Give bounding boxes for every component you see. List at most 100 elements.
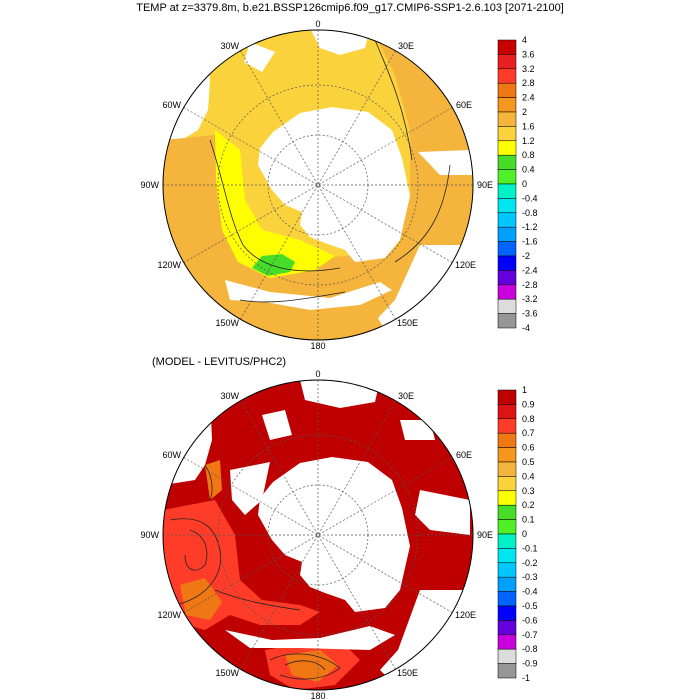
colorbar-tick-label: 1.6 <box>522 121 535 131</box>
bottom-lon-label-30w: 30W <box>220 391 239 401</box>
colorbar-box <box>497 461 517 477</box>
bottom-kerguelen-gap <box>262 410 292 440</box>
colorbar-box <box>497 389 517 405</box>
colorbar-box <box>497 154 517 170</box>
colorbar-tick-label: -0.7 <box>522 630 538 640</box>
colorbar-tick-label: 0.6 <box>522 443 535 453</box>
colorbar-tick-label: 4 <box>522 35 527 45</box>
colorbar-box <box>497 605 517 621</box>
colorbar-tick-label: -1.6 <box>522 237 538 247</box>
plot-subtitle: (MODEL - LEVITUS/PHC2) <box>152 356 287 368</box>
bottom-lon-label-30e: 30E <box>398 391 414 401</box>
bottom-indian-gap <box>415 490 470 535</box>
colorbar-tick-label: 1.2 <box>522 136 535 146</box>
colorbar-tick-label: 3.2 <box>522 64 535 74</box>
colorbar-tick-label: -2 <box>522 251 530 261</box>
colorbar-box <box>497 111 517 127</box>
colorbar-tick-label: 2.4 <box>522 93 535 103</box>
top-lon-label-30e: 30E <box>398 41 414 51</box>
colorbar-tick-label: -0.2 <box>522 558 538 568</box>
colorbar-tick-label: -3.6 <box>522 309 538 319</box>
colorbar-box <box>497 270 517 286</box>
top-contour-line <box>394 164 451 263</box>
bottom-lon-label-60e: 60E <box>456 450 472 460</box>
bottom-orange-patch <box>180 578 222 620</box>
top-green-patch <box>252 254 295 276</box>
top-lon-label-180: 180 <box>310 341 325 350</box>
colorbar-tick-label: 0.1 <box>522 515 535 525</box>
colorbar-tick-label: 0 <box>522 179 527 189</box>
colorbar-tick-label: -0.1 <box>522 543 538 553</box>
bottom-lon-label-150e: 150E <box>397 668 418 678</box>
bottom-lon-label-120e: 120E <box>455 610 476 620</box>
colorbar-box <box>497 490 517 506</box>
colorbar-box <box>497 226 517 242</box>
top-yellow-band <box>215 130 335 278</box>
colorbar-tick-label: -1.2 <box>522 222 538 232</box>
bottom-ross-gap <box>225 626 395 650</box>
colorbar-box <box>497 634 517 650</box>
colorbar-box <box>497 169 517 185</box>
colorbar-tick-label: -3.2 <box>522 294 538 304</box>
colorbar-box <box>497 418 517 434</box>
bottom-contour-line <box>204 464 213 501</box>
colorbar-tick-label: 0.4 <box>522 471 535 481</box>
colorbar-tick-label: 0.3 <box>522 486 535 496</box>
colorbar-tick-label: 0.4 <box>522 165 535 175</box>
colorbar-tick-label: -0.8 <box>522 644 538 654</box>
colorbar-box <box>497 140 517 156</box>
colorbar-box <box>497 620 517 636</box>
colorbar-box <box>497 198 517 214</box>
bottom-graticule <box>163 380 473 690</box>
bottom-contour-line <box>269 653 341 680</box>
colorbar-box <box>497 447 517 463</box>
colorbar-box <box>497 212 517 228</box>
colorbar-box <box>497 241 517 257</box>
colorbar-box <box>497 533 517 549</box>
bottom-polar-map-panel: 0 30E 60E 90E 120E 150E 180 150W 120W 90… <box>140 369 538 700</box>
colorbar-box <box>497 562 517 578</box>
colorbar-box <box>497 404 517 420</box>
colorbar-box <box>497 126 517 142</box>
colorbar-tick-label: -0.8 <box>522 208 538 218</box>
colorbar-box <box>497 39 517 55</box>
colorbar-box <box>497 476 517 492</box>
top-contour-line <box>239 291 346 303</box>
top-lon-label-120e: 120E <box>455 260 476 270</box>
top-lon-label-120w: 120W <box>157 260 181 270</box>
top-antarctica-land <box>258 107 410 262</box>
colorbar-box <box>497 54 517 70</box>
bottom-orange-patch <box>285 650 338 682</box>
colorbar-tick-label: 3.6 <box>522 49 535 59</box>
colorbar-box <box>497 255 517 271</box>
colorbar-tick-label: -2.8 <box>522 280 538 290</box>
bottom-lon-label-0: 0 <box>315 369 320 379</box>
bottom-field <box>163 380 473 690</box>
colorbar-box <box>497 82 517 98</box>
bottom-africa-land <box>300 380 380 408</box>
colorbar-tick-label: -1 <box>522 673 530 683</box>
colorbar-box <box>497 504 517 520</box>
colorbar-box <box>497 432 517 448</box>
colorbar-box <box>497 284 517 300</box>
colorbar-tick-label: 0.2 <box>522 500 535 510</box>
bottom-lon-label-60w: 60W <box>162 450 181 460</box>
top-lon-label-90w: 90W <box>140 180 159 190</box>
colorbar-tick-label: -0.6 <box>522 615 538 625</box>
colorbar-tick-label: 2 <box>522 107 527 117</box>
top-lon-label-60w: 60W <box>162 100 181 110</box>
colorbar-tick-label: -0.4 <box>522 193 538 203</box>
colorbar-box <box>497 519 517 535</box>
top-lon-label-150w: 150W <box>215 318 239 328</box>
colorbar-tick-label: -0.3 <box>522 572 538 582</box>
top-graticule <box>163 30 473 340</box>
top-shelf-gap-right <box>418 150 473 175</box>
bottom-lon-label-90w: 90W <box>140 530 159 540</box>
bottom-lon-label-150w: 150W <box>215 668 239 678</box>
bottom-map-border <box>162 379 474 691</box>
bottom-contour-line <box>169 518 222 606</box>
colorbar-box <box>497 591 517 607</box>
colorbar-box <box>497 97 517 113</box>
top-colorbar: 4 3.6 3.2 2.8 2.4 2 1.6 1.2 0.8 0.4 0 -0.4 -0.8 -1.2 -… <box>497 35 538 333</box>
colorbar-box <box>497 298 517 314</box>
